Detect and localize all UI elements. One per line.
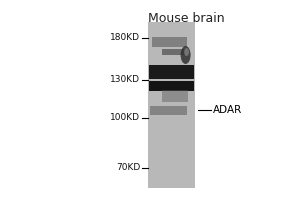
Text: 130KD: 130KD bbox=[110, 75, 140, 84]
Ellipse shape bbox=[181, 46, 190, 64]
Ellipse shape bbox=[184, 48, 189, 56]
Bar bbox=[149, 81, 194, 91]
Bar bbox=[162, 90, 188, 102]
Text: 100KD: 100KD bbox=[110, 114, 140, 122]
Bar bbox=[148, 22, 195, 188]
Bar bbox=[162, 49, 185, 55]
Bar bbox=[149, 65, 194, 79]
Text: 70KD: 70KD bbox=[116, 164, 140, 172]
Text: Mouse brain: Mouse brain bbox=[148, 12, 224, 25]
Bar bbox=[150, 106, 187, 114]
Text: ADAR: ADAR bbox=[213, 105, 242, 115]
Text: 180KD: 180KD bbox=[110, 33, 140, 43]
Bar bbox=[152, 37, 187, 47]
